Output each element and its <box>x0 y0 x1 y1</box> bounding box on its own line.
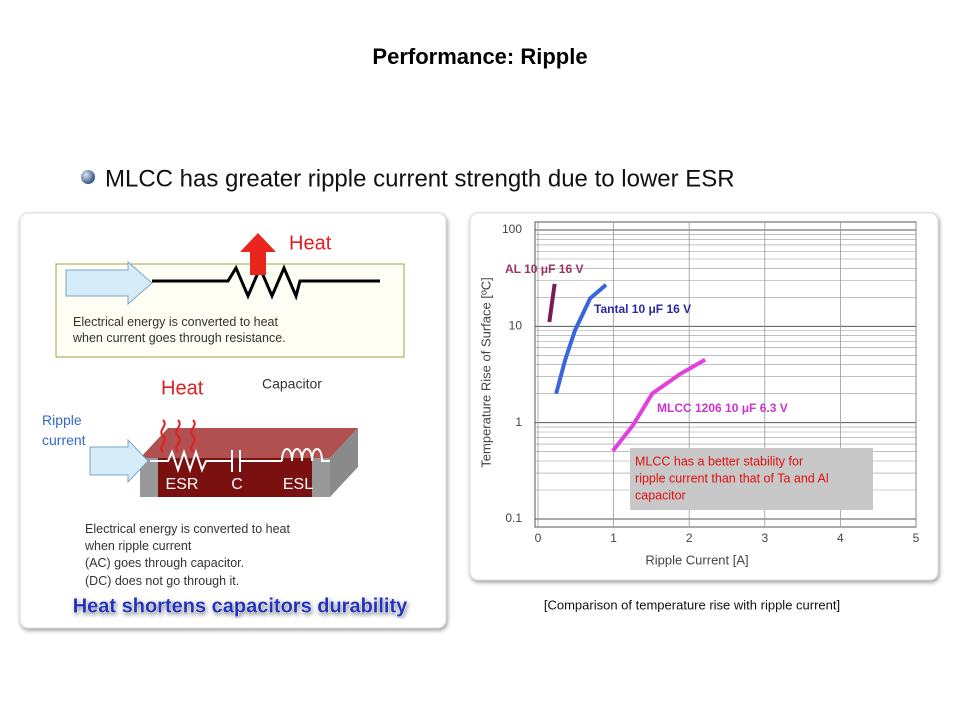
series-label: MLCC 1206 10 μF 6.3 V <box>657 401 788 415</box>
series-label: AL 10 μF 16 V <box>505 262 584 276</box>
y-axis-label: Temperature Rise of Surface [ºC] <box>478 277 493 467</box>
capacitor-label: Capacitor <box>262 376 322 392</box>
capacitor-note: Electrical energy is converted to heat wh… <box>84 522 290 588</box>
annotation-text: MLCC has a better stability for <box>635 454 803 468</box>
part-label: ESR <box>166 476 199 493</box>
capacitor-side <box>330 428 358 497</box>
resistor-note: Electrical energy is converted to heat wh… <box>72 315 286 345</box>
x-tick-label: 4 <box>837 531 844 545</box>
x-tick-label: 1 <box>610 531 617 545</box>
bullet-icon <box>81 170 95 184</box>
capacitor-end <box>140 458 158 497</box>
ripple-arrow <box>89 438 149 484</box>
capacitor-circuit <box>150 448 330 474</box>
series-line <box>554 283 608 395</box>
banner: Heat shortens capacitors durability <box>73 595 408 617</box>
bullet-text: MLCC has greater ripple current strength… <box>105 165 735 192</box>
x-tick-label: 5 <box>913 531 920 545</box>
heat-arrow <box>240 233 276 275</box>
annotation-text: ripple current than that of Ta and Al <box>635 471 829 485</box>
x-tick-label: 2 <box>686 531 693 545</box>
y-tick-label: 1 <box>515 415 522 429</box>
series-label: Tantal 10 μF 16 V <box>594 302 691 316</box>
capacitor-body <box>140 458 330 497</box>
x-tick-label: 3 <box>761 531 768 545</box>
caption: [Comparison of temperature rise with rip… <box>544 597 840 612</box>
heat-waves <box>160 419 196 453</box>
part-label: ESL <box>283 476 313 493</box>
ripple-label: Ripple current <box>42 412 86 448</box>
current-arrow <box>65 260 153 306</box>
y-tick-label: 10 <box>509 319 523 333</box>
part-label: C <box>231 476 243 493</box>
x-tick-label: 0 <box>535 531 542 545</box>
annotation-text: capacitor <box>635 488 686 502</box>
x-axis-label: Ripple Current [A] <box>645 552 748 567</box>
y-tick-label: 0.1 <box>505 511 522 525</box>
annotation-box <box>630 448 873 510</box>
heat-label: Heat <box>289 232 332 254</box>
series-line <box>547 283 557 323</box>
y-tick-label: 100 <box>502 222 522 236</box>
slide-title: Performance: Ripple <box>372 44 587 69</box>
series-line <box>611 358 707 453</box>
heat-label: Heat <box>161 377 204 399</box>
chart: 0.1 1 10 100 0 1 2 3 4 5 Ripple Current [A] Tempera… <box>478 221 920 567</box>
capacitor-end <box>312 458 330 497</box>
resistor <box>152 264 380 301</box>
